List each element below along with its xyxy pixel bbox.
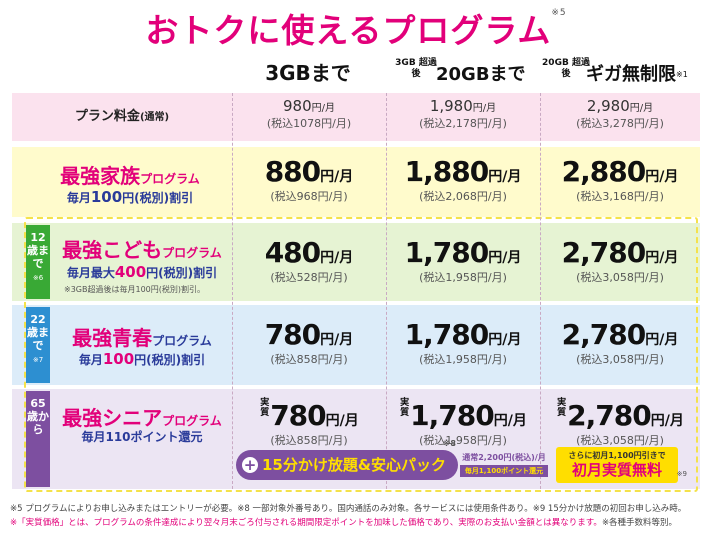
program-outline	[24, 217, 698, 492]
family-discount: 毎月100円(税別)割引	[66, 188, 194, 206]
title-note: ※5	[551, 8, 567, 18]
column-divider	[232, 93, 233, 489]
family-price-20gb: 1,880円/月 (税込2,068円/月)	[404, 155, 522, 203]
column-header-small: 3GB 超過後	[395, 58, 437, 79]
column-divider	[540, 93, 541, 489]
plus-icon: +	[242, 456, 258, 474]
footnote-line-1: ※5 プログラムによりお申し込みまたはエントリーが必要。※8 一部対象外番号あり…	[10, 504, 687, 514]
column-header-unlimited: 20GB 超過後 ギガ無制限※1	[540, 56, 700, 90]
kids-price-unlimited: 2,780円/月 (税込3,058円/月)	[561, 236, 679, 284]
kids-program-name: 最強こどもプログラム	[62, 238, 222, 262]
senior-program-name: 最強シニアプログラム	[62, 406, 222, 430]
youth-price-unlimited: 2,780円/月 (税込3,058円/月)	[561, 318, 679, 366]
first-month-free-badge: さらに初月1,100円引きで 初月実質無料 ※9	[556, 447, 687, 483]
call-pack-note: ※8	[442, 439, 456, 448]
youth-price-3gb: 780円/月 (税込858円/月)	[264, 318, 354, 366]
senior-price-20gb: 実質1,780円/月 (税込1,958円/月)	[400, 398, 527, 447]
call-pack-price: 通常2,200円(税込)/月 毎月1,100ポイント還元	[460, 452, 548, 478]
senior-age-badge: 65歳から	[26, 391, 50, 487]
plan-fee-price-20gb: 1,980円/月 (税込2,178円/月)	[419, 97, 507, 130]
column-header-small: 20GB 超過後	[542, 58, 590, 79]
kids-price-20gb: 1,780円/月 (税込1,958円/月)	[404, 236, 522, 284]
senior-price-unlimited: 実質2,780円/月 (税込3,058円/月)	[557, 398, 684, 447]
kids-note: ※3GB超過後は毎月100円(税別)割引。	[64, 285, 205, 294]
row-kids	[12, 223, 700, 301]
call-pack-banner: + 15分かけ放題&安心パック ※8	[236, 439, 458, 480]
youth-price-20gb: 1,780円/月 (税込1,958円/月)	[404, 318, 522, 366]
senior-price-3gb: 実質780円/月 (税込858円/月)	[260, 398, 359, 447]
footnote-line-2: ※「実質価格」とは、プログラムの条件達成により翌々月末ごろ付与される期間限定ポイ…	[10, 518, 678, 528]
family-price-unlimited: 2,880円/月 (税込3,168円/月)	[561, 155, 679, 203]
kids-discount: 毎月最大400円(税別)割引	[66, 263, 218, 281]
family-program-name: 最強家族プログラム	[60, 164, 200, 188]
plan-fee-label: プラン料金(通常)	[74, 109, 170, 124]
youth-discount: 毎月100円(税別)割引	[78, 350, 206, 368]
column-header-note: ※1	[676, 70, 688, 79]
row-family	[12, 147, 700, 217]
youth-program-name: 最強青春プログラム	[72, 326, 212, 350]
row-plan-fee	[12, 93, 700, 141]
column-header-label: ギガ無制限※1	[586, 64, 688, 85]
kids-age-badge: 12歳まで ※6	[26, 225, 50, 299]
plan-fee-price-unlimited: 2,980円/月 (税込3,278円/月)	[576, 97, 664, 130]
first-month-free-note: ※9	[676, 470, 687, 478]
column-divider	[386, 93, 387, 489]
column-header-label: 20GBまで	[436, 64, 526, 85]
column-header-3gb: 3GBまで	[265, 61, 351, 85]
column-header-20gb: 3GB 超過後 20GBまで	[386, 56, 538, 90]
row-youth	[12, 305, 700, 385]
plan-fee-price-3gb: 980円/月 (税込1078円/月)	[266, 97, 352, 130]
family-price-3gb: 880円/月 (税込968円/月)	[264, 155, 354, 203]
page-title: おトクに使えるプログラム※5	[145, 8, 567, 50]
senior-discount: 毎月110ポイント還元	[81, 430, 203, 444]
youth-age-badge: 22歳まで ※7	[26, 307, 50, 383]
kids-price-3gb: 480円/月 (税込528円/月)	[264, 236, 354, 284]
